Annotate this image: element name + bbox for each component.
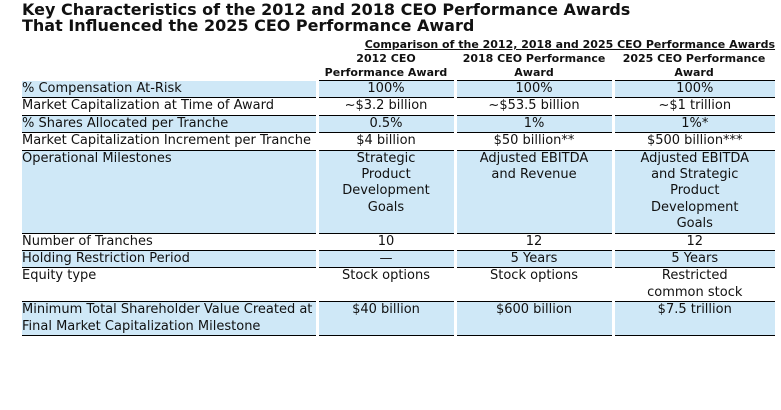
table-row: Holding Restriction Period —5 Years 5 Year… [22, 250, 776, 269]
row-label: Market Capitalization at Time of Award [22, 97, 317, 116]
table-row: Minimum Total Shareholder Value Created … [22, 301, 776, 337]
cell: ~$3.2 billion [315, 97, 455, 116]
table-row: Market Capitalization at Time of Award ~$… [22, 97, 776, 116]
cell: Adjusted EBITDA and Revenue [453, 150, 613, 234]
cell: ~$53.5 billion [453, 97, 613, 116]
table-row: Number of Tranches 10 12 12 [22, 233, 776, 252]
cell: $500 billion*** [611, 132, 776, 151]
cell: 10 [315, 233, 455, 252]
caption-row: Comparison of the 2012, 2018 and 2025 CE… [22, 38, 775, 52]
cell: 100% [611, 80, 776, 99]
table-row: % Shares Allocated per Tranche 0.5% 1% 1%* [22, 115, 776, 134]
table-caption: Comparison of the 2012, 2018 and 2025 CE… [364, 38, 776, 51]
table-row: Market Capitalization Increment per Tran… [22, 132, 776, 151]
table-row: % Compensation At-Risk 100% 100% 100% [22, 80, 776, 99]
title-line: That Influenced the 2025 CEO Performance… [22, 16, 475, 35]
cell: 100% [315, 80, 455, 99]
cell: 0.5% [315, 115, 455, 134]
row-label: % Shares Allocated per Tranche [22, 115, 317, 134]
cell: 100% [453, 80, 613, 99]
cell: $50 billion** [453, 132, 613, 151]
cell: Strategic Product Development Goals [315, 150, 455, 234]
column-header: 2025 CEO Performance Award [613, 52, 776, 81]
cell: Stock options [315, 267, 455, 303]
title: Key Characteristics of the 2012 and 2018… [22, 2, 630, 34]
cell: $4 billion [315, 132, 455, 151]
cell: 1%* [611, 115, 776, 134]
cell: 12 [611, 233, 776, 252]
cell: 5 Years [453, 250, 613, 269]
column-header: 2018 CEO Performance Award [455, 52, 613, 81]
table-row: Operational Milestones Strategic Product … [22, 150, 776, 234]
cell: 12 [453, 233, 613, 252]
row-label: Operational Milestones [22, 150, 317, 234]
row-label: Equity type [22, 267, 317, 303]
cell: Restricted common stock [611, 267, 776, 303]
row-label: Holding Restriction Period [22, 250, 317, 269]
header-row: 2012 CEO Performance Award 2018 CEO Perfo… [22, 52, 776, 81]
title-line: Key Characteristics of the 2012 and 2018… [22, 0, 631, 19]
table-body: % Compensation At-Risk 100% 100% 100% Market… [22, 80, 776, 337]
cell: 5 Years [611, 250, 776, 269]
cell: Stock options [453, 267, 613, 303]
cell: $600 billion [453, 301, 613, 337]
cell: ~$1 trillion [611, 97, 776, 116]
table: Comparison of the 2012, 2018 and 2025 CE… [22, 38, 776, 337]
cell: 1% [453, 115, 613, 134]
cell: — [315, 250, 455, 269]
cell: $7.5 trillion [611, 301, 776, 337]
row-label: % Compensation At-Risk [22, 80, 317, 99]
cell: Adjusted EBITDA and Strategic Product De… [611, 150, 776, 234]
row-label: Minimum Total Shareholder Value Created … [22, 301, 317, 337]
cell: $40 billion [315, 301, 455, 337]
row-label: Market Capitalization Increment per Tran… [22, 132, 317, 151]
column-header: 2012 CEO Performance Award [317, 52, 455, 81]
table-row: Equity type Stock options Stock options Res… [22, 267, 776, 303]
row-label: Number of Tranches [22, 233, 317, 252]
